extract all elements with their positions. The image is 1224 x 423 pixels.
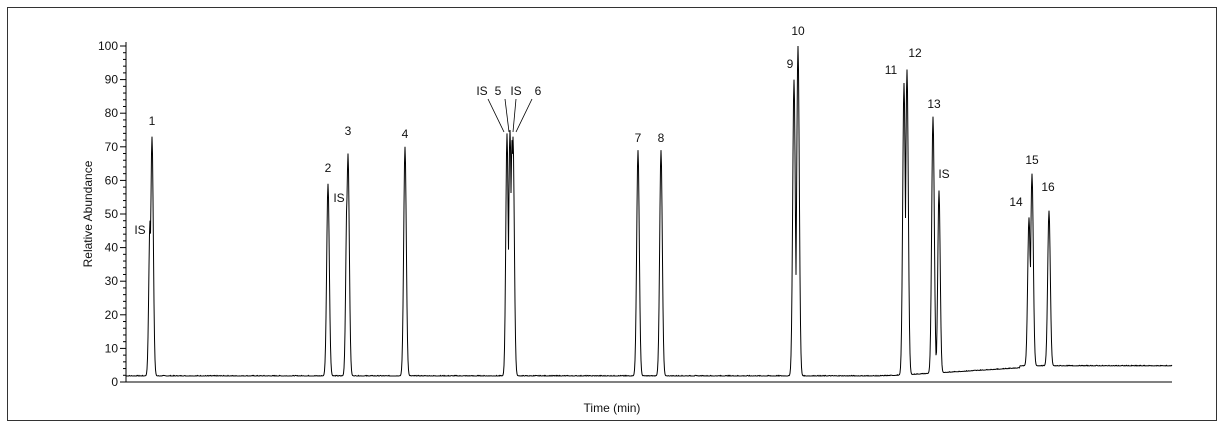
peak-label-14: 14 [1009,195,1023,209]
is-peak-label: IS [938,167,949,181]
label-leader-line [504,98,510,133]
y-axis-title: Relative Abundance [81,160,95,267]
label-leader-line [487,98,505,133]
is-peak-label: IS [134,223,145,237]
peak-label-3: 3 [345,124,352,138]
y-tick-label: 100 [98,39,118,53]
y-tick-label: 70 [105,140,119,154]
peak-label-16: 16 [1041,180,1055,194]
y-tick-label: 80 [105,106,119,120]
peak-label-9: 9 [787,57,794,71]
peak-label-11: 11 [885,63,898,77]
y-tick-label: 10 [105,341,119,355]
y-tick-label: 0 [111,375,118,389]
is-peak-label: IS [333,191,344,205]
peak-label-5: 5 [495,84,502,98]
label-leader-line [512,98,517,133]
peak-label-7: 7 [635,131,642,145]
is-peak-label: IS [510,84,521,98]
peak-label-10: 10 [791,24,805,38]
peak-label-4: 4 [402,127,409,141]
is-peak-label: IS [476,84,487,98]
y-tick-label: 60 [105,173,119,187]
peak-label-2: 2 [325,161,332,175]
y-tick-label: 20 [105,308,119,322]
axes [125,42,1172,383]
y-tick-label: 30 [105,274,119,288]
peak-label-15: 15 [1025,153,1039,167]
y-tick-label: 90 [105,73,119,87]
chart-frame [7,7,1217,421]
y-tick-label: 50 [105,207,119,221]
peak-label-12: 12 [908,46,922,60]
peak-label-8: 8 [658,131,665,145]
y-ticks: 0 10 20 30 40 50 60 70 80 90 100 [98,39,126,389]
peak-label-1: 1 [149,114,156,128]
peak-label-6: 6 [535,84,542,98]
y-tick-label: 40 [105,241,119,255]
peak-label-13: 13 [927,97,941,111]
x-axis-title: Time (min) [584,401,641,415]
chromatogram-trace [125,45,1173,377]
label-leader-line [515,98,533,133]
